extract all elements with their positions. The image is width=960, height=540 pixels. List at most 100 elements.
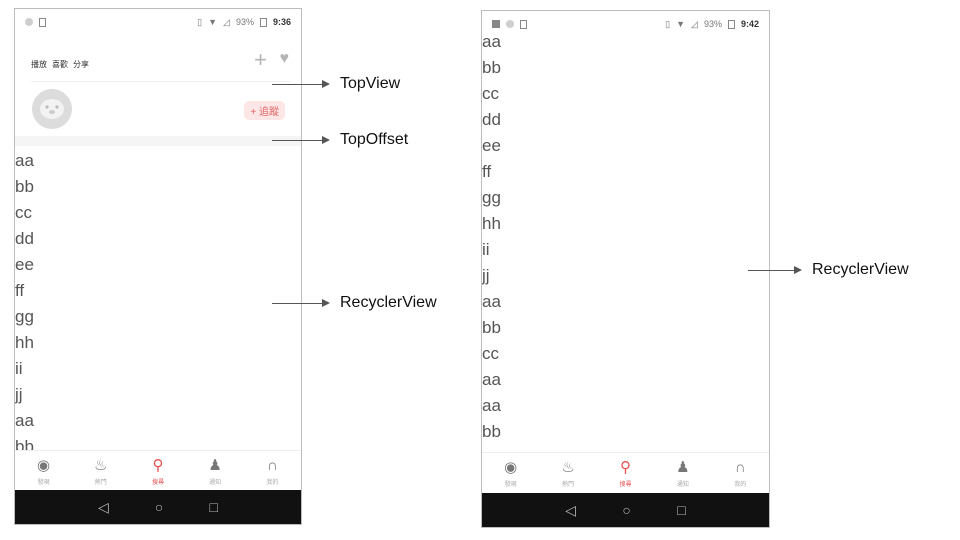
- list-item[interactable]: dd: [482, 110, 501, 129]
- list-item[interactable]: ee: [482, 136, 501, 155]
- home-button[interactable]: ○: [154, 499, 164, 515]
- tab-item[interactable]: ∩ 我的: [720, 458, 760, 488]
- search-icon: ⚲: [619, 458, 631, 476]
- list-item[interactable]: ii: [482, 240, 490, 259]
- add-button[interactable]: +: [254, 47, 267, 72]
- arrow-icon: [794, 266, 802, 274]
- headphones-icon: ∩: [734, 458, 746, 476]
- list-item[interactable]: aa: [482, 32, 501, 51]
- annotation-label: RecyclerView: [340, 294, 437, 311]
- battery-percent: 93%: [235, 17, 254, 27]
- recycler-view-left[interactable]: aa bb cc dd ee ff gg hh ii jj aa bb: [15, 148, 34, 460]
- signal-icon: ◿: [223, 16, 230, 27]
- list-item[interactable]: aa: [15, 151, 34, 170]
- battery-icon: [727, 19, 735, 29]
- list-item[interactable]: cc: [482, 84, 499, 103]
- heart-icon[interactable]: ♥: [279, 50, 290, 67]
- status-time: 9:42: [740, 19, 759, 29]
- tab-item[interactable]: ♨ 熱門: [81, 456, 121, 486]
- list-item[interactable]: aa: [482, 396, 501, 415]
- battery-percent: 93%: [703, 19, 722, 29]
- tab-item[interactable]: ⚲ 搜尋: [605, 458, 645, 488]
- arrow-icon: [322, 299, 330, 307]
- tab-play[interactable]: 播放: [31, 60, 47, 69]
- annotation-label: RecyclerView: [812, 261, 909, 278]
- list-item[interactable]: bb: [482, 318, 501, 337]
- sim-icon: [520, 19, 527, 29]
- fire-icon: ♨: [561, 458, 575, 476]
- tab-label: 熱門: [562, 481, 575, 488]
- top-view: 播放 喜歡 分享 + ♥ + 追蹤: [15, 47, 301, 137]
- annotation-top-view: TopView: [272, 75, 400, 93]
- list-item[interactable]: bb: [482, 58, 501, 77]
- avatar[interactable]: [32, 89, 72, 129]
- compass-icon: ◉: [504, 458, 518, 476]
- tab-label: 通知: [209, 479, 222, 486]
- back-button[interactable]: ◁: [565, 501, 576, 518]
- tab-item[interactable]: ◉ 發現: [24, 457, 64, 486]
- annotation-label: TopOffset: [340, 131, 409, 148]
- tab-item[interactable]: ♟ 通知: [663, 458, 703, 488]
- annotation-recycler-left: RecyclerView: [272, 294, 437, 312]
- list-item[interactable]: ee: [15, 255, 34, 274]
- list-item[interactable]: aa: [482, 370, 501, 389]
- status-bar: ▯ ▼ ◿ 93% 9:36: [15, 9, 301, 35]
- list-item[interactable]: dd: [15, 229, 34, 248]
- tab-label: 發現: [504, 481, 517, 488]
- vibrate-icon: ▯: [665, 18, 671, 29]
- follow-button[interactable]: + 追蹤: [244, 101, 285, 120]
- tab-item[interactable]: ♟ 通知: [195, 456, 235, 486]
- list-item[interactable]: hh: [15, 333, 34, 352]
- tab-like[interactable]: 喜歡: [52, 60, 68, 69]
- search-icon: ⚲: [152, 456, 164, 474]
- tab-label: 通知: [676, 481, 689, 488]
- tab-item[interactable]: ◉ 發現: [491, 458, 531, 488]
- headphones-icon: ∩: [266, 456, 278, 474]
- home-button[interactable]: ○: [622, 502, 631, 518]
- tab-label: 我的: [734, 481, 747, 488]
- list-item[interactable]: bb: [15, 177, 34, 196]
- annotation-top-offset: TopOffset: [272, 131, 408, 149]
- recycler-view-right[interactable]: aabbccddeeffgghhiijjaabbccaaaabbcc: [482, 29, 501, 471]
- tab-item[interactable]: ⚲ 搜尋: [138, 456, 178, 486]
- sim-icon: [39, 17, 46, 27]
- list-item[interactable]: hh: [482, 214, 501, 233]
- list-item[interactable]: bb: [482, 422, 501, 441]
- tab-share[interactable]: 分享: [73, 60, 89, 69]
- list-item[interactable]: aa: [482, 292, 501, 311]
- fire-icon: ♨: [94, 456, 108, 474]
- annotation-label: TopView: [340, 75, 401, 92]
- list-item[interactable]: ff: [482, 162, 492, 181]
- list-item[interactable]: ii: [15, 359, 23, 378]
- battery-icon: [259, 17, 267, 27]
- back-button[interactable]: ◁: [98, 498, 109, 515]
- recents-button[interactable]: □: [677, 502, 686, 518]
- tab-item[interactable]: ∩ 我的: [252, 456, 292, 486]
- list-item[interactable]: jj: [15, 385, 23, 404]
- status-bar: ▯ ▼ ◿ 93% 9:42: [482, 11, 769, 37]
- list-item[interactable]: ff: [15, 281, 25, 300]
- notification-dot-icon: [506, 20, 514, 28]
- bell-icon: ♟: [676, 458, 690, 476]
- tab-label: 熱門: [94, 479, 107, 486]
- wifi-icon: ▼: [208, 17, 218, 27]
- phone-screen-left: ▯ ▼ ◿ 93% 9:36 播放 喜歡 分享 + ♥ + 追蹤 aa bb cc d…: [14, 8, 302, 525]
- tab-item[interactable]: ♨ 熱門: [548, 458, 588, 488]
- list-item[interactable]: gg: [15, 307, 34, 326]
- list-item[interactable]: cc: [482, 344, 499, 363]
- list-item[interactable]: jj: [482, 266, 490, 285]
- bottom-tab-bar: ◉ 發現 ♨ 熱門 ⚲ 搜尋 ♟ 通知 ∩ 我的: [15, 450, 301, 492]
- bell-icon: ♟: [208, 456, 222, 474]
- list-item[interactable]: gg: [482, 188, 501, 207]
- vibrate-icon: ▯: [197, 16, 203, 27]
- signal-icon: ◿: [691, 18, 698, 29]
- seal-face-icon: [40, 99, 64, 119]
- image-notification-icon: [492, 20, 500, 28]
- top-offset: [15, 136, 301, 146]
- list-item[interactable]: aa: [15, 411, 34, 430]
- top-view-tabs: 播放 喜歡 分享: [31, 59, 89, 70]
- wifi-icon: ▼: [676, 19, 686, 29]
- recents-button[interactable]: □: [209, 499, 218, 515]
- list-item[interactable]: cc: [15, 203, 32, 222]
- tab-label: 發現: [37, 479, 50, 486]
